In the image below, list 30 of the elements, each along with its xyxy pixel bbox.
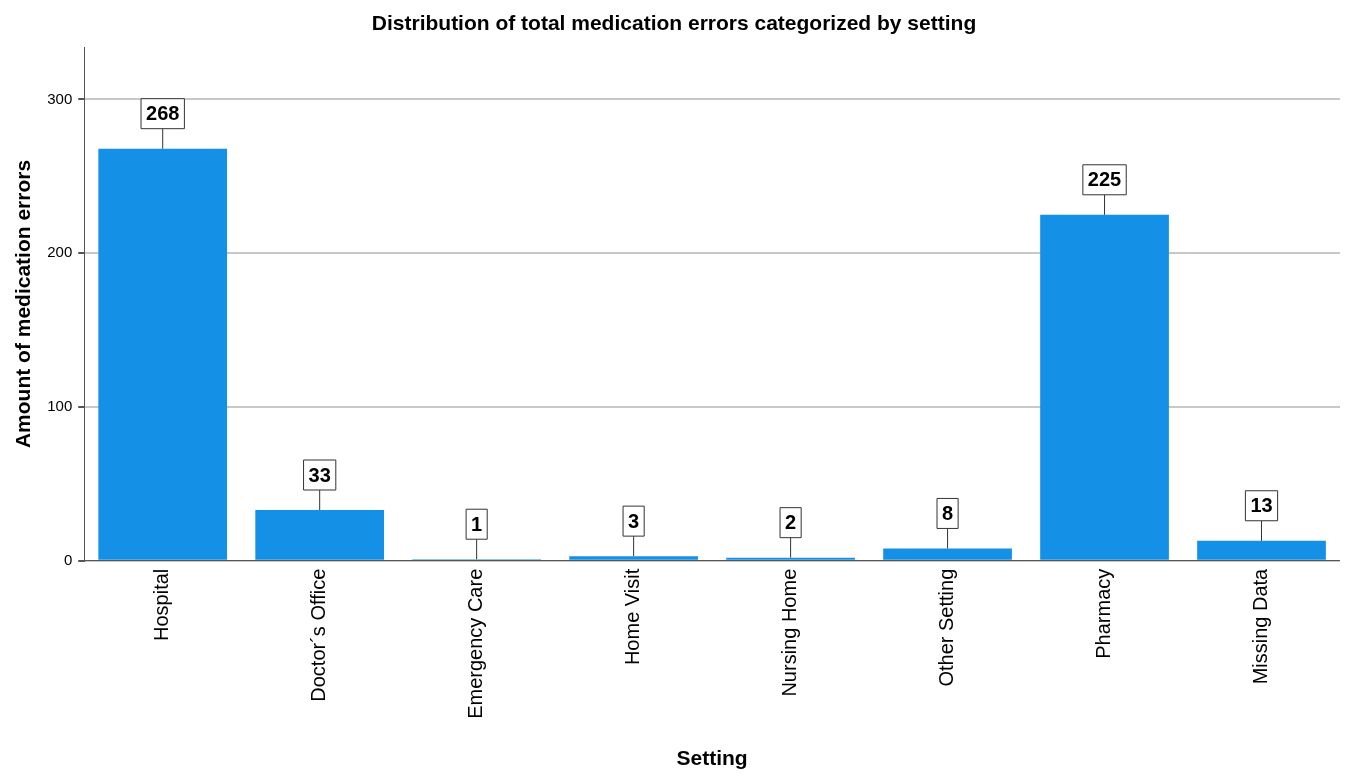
bar [726, 557, 855, 560]
x-tick-label: Doctor´s Office [307, 568, 330, 702]
bar [883, 548, 1012, 560]
x-axis-title: Setting [676, 746, 748, 770]
y-tick-label: 300 [47, 89, 73, 107]
x-tick-label: Nursing Home [778, 568, 801, 697]
x-tick-label: Home Visit [621, 568, 644, 666]
x-tick-label: Missing Data [1249, 567, 1272, 685]
data-label: 13 [1250, 494, 1273, 517]
bar [1040, 214, 1169, 560]
x-tick-label: Other Setting [935, 568, 958, 687]
bar [255, 510, 385, 560]
data-label: 2 [785, 511, 797, 534]
data-label: 268 [146, 102, 180, 125]
bar [98, 148, 228, 560]
data-label: 8 [942, 501, 954, 524]
y-tick-label: 200 [47, 243, 73, 261]
y-axis-title: Amount of medication errors [11, 159, 35, 449]
data-label: 33 [308, 463, 331, 486]
chart-title: Distribution of total medication errors categorized by setting [371, 11, 977, 35]
x-tick-label: Pharmacy [1092, 568, 1115, 659]
data-label: 225 [1087, 168, 1122, 191]
bar [569, 556, 698, 560]
bar [1197, 540, 1326, 560]
x-tick-label: Emergency Care [464, 568, 487, 719]
x-tick-label: Hospital [150, 568, 173, 642]
y-tick-label: 0 [63, 550, 73, 568]
data-label: 3 [628, 509, 640, 532]
data-label: 1 [471, 512, 483, 535]
y-tick-label: 100 [47, 397, 73, 415]
